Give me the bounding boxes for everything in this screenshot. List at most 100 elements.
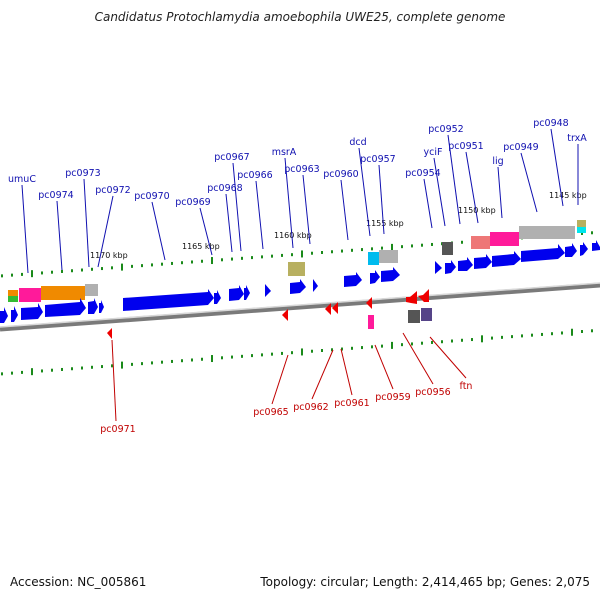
cog-box bbox=[288, 262, 305, 276]
gene-arrow-forward bbox=[45, 298, 86, 317]
scale-label-1160: 1160 kbp bbox=[274, 231, 312, 240]
gene-arrow-forward bbox=[229, 285, 244, 301]
gene-arrow-forward bbox=[290, 279, 306, 294]
gene-label-pc0952: pc0952 bbox=[428, 124, 463, 135]
gene-label-pc0965: pc0965 bbox=[253, 407, 288, 418]
gene-arrow-forward bbox=[521, 244, 565, 262]
genome-backbone bbox=[0, 282, 600, 332]
cog-box bbox=[368, 315, 374, 329]
cog-track bbox=[8, 220, 586, 329]
gene-label-pc0973: pc0973 bbox=[65, 168, 100, 179]
leader-line bbox=[284, 157, 294, 249]
cog-box bbox=[85, 284, 98, 296]
leader-line bbox=[402, 332, 434, 385]
gene-arrow-forward bbox=[435, 261, 442, 274]
gene-label-pc0969: pc0969 bbox=[175, 197, 210, 208]
cog-box bbox=[368, 252, 379, 265]
leader-line bbox=[225, 193, 233, 253]
gene-arrow-reverse bbox=[366, 297, 372, 309]
gene-label-trxA: trxA bbox=[567, 133, 587, 144]
gene-label-pc0951: pc0951 bbox=[448, 141, 483, 152]
gene-label-pc0961: pc0961 bbox=[334, 398, 369, 409]
cog-box bbox=[442, 242, 453, 255]
gene-arrow-forward bbox=[0, 307, 8, 323]
gene-arrow-forward bbox=[344, 272, 362, 287]
scale-label-1150: 1150 kbp bbox=[458, 206, 496, 215]
gene-label-pc0970: pc0970 bbox=[134, 191, 169, 202]
gene-label-pc0960: pc0960 bbox=[323, 169, 358, 180]
gene-label-pc0974: pc0974 bbox=[38, 190, 73, 201]
leader-line bbox=[21, 184, 29, 274]
reverse-gene-labels: pc0971 pc0965 pc0962 pc0961 pc0959 pc0956 ftn bbox=[100, 332, 473, 435]
gene-label-pc0954: pc0954 bbox=[405, 168, 440, 179]
genome-summary-text: Topology: circular; Length: 2,414,465 bp… bbox=[260, 575, 590, 589]
leader-line bbox=[97, 195, 114, 268]
gene-label-pc0971: pc0971 bbox=[100, 424, 135, 435]
leader-line bbox=[151, 201, 166, 261]
gene-label-pc0956: pc0956 bbox=[415, 387, 450, 398]
leader-line bbox=[255, 180, 264, 250]
gene-arrow-reverse bbox=[406, 291, 417, 304]
gene-arrow-forward bbox=[265, 284, 271, 297]
cog-box bbox=[41, 286, 85, 300]
gene-arrow-forward bbox=[21, 303, 43, 320]
leader-line bbox=[271, 354, 289, 405]
gene-arrow-forward bbox=[445, 260, 456, 274]
leader-line bbox=[340, 348, 353, 396]
cog-box bbox=[408, 310, 420, 323]
gene-arrow-reverse bbox=[282, 309, 288, 321]
scale-label-1170: 1170 kbp bbox=[90, 251, 128, 260]
cog-box bbox=[519, 226, 575, 239]
gene-label-pc0949: pc0949 bbox=[503, 142, 538, 153]
gene-arrow-forward bbox=[244, 285, 250, 300]
gene-arrow-forward bbox=[11, 306, 18, 322]
leader-line bbox=[447, 134, 461, 225]
gene-arrow-forward bbox=[492, 251, 521, 267]
leader-line bbox=[311, 349, 334, 400]
leader-line bbox=[232, 162, 242, 252]
leader-line bbox=[340, 179, 349, 241]
accession-text: Accession: NC_005861 bbox=[10, 575, 147, 589]
gene-arrow-forward bbox=[381, 267, 400, 282]
gene-arrow-forward bbox=[565, 243, 577, 257]
gene-arrow-reverse bbox=[107, 328, 112, 339]
gene-arrow-forward bbox=[592, 240, 600, 251]
leader-line bbox=[378, 164, 385, 235]
gene-arrow-forward bbox=[580, 242, 588, 256]
map-title: Candidatus Protochlamydia amoebophila UW… bbox=[94, 10, 506, 24]
leader-line bbox=[550, 128, 564, 207]
gene-arrow-forward bbox=[123, 289, 214, 311]
cog-box bbox=[490, 232, 519, 246]
gene-label-lig: lig bbox=[492, 156, 503, 167]
scale-label-1145: 1145 kbp bbox=[549, 191, 587, 200]
cog-box bbox=[8, 296, 18, 302]
genome-backbone-highlight bbox=[0, 282, 600, 328]
gene-label-ftn: ftn bbox=[460, 381, 473, 392]
leader-line bbox=[423, 178, 433, 229]
gene-arrow-forward bbox=[474, 254, 492, 269]
gene-label-pc0957: pc0957 bbox=[360, 154, 395, 165]
gene-label-msrA: msrA bbox=[272, 147, 297, 158]
leader-line bbox=[56, 200, 63, 271]
leader-line bbox=[83, 178, 90, 268]
leader-line bbox=[429, 336, 467, 379]
cog-box bbox=[421, 308, 432, 321]
gene-label-pc0948: pc0948 bbox=[533, 118, 568, 129]
gene-arrow-forward bbox=[370, 270, 380, 284]
gene-arrow-forward bbox=[99, 300, 104, 313]
gene-label-pc0959: pc0959 bbox=[375, 392, 410, 403]
leader-line bbox=[111, 339, 117, 422]
reverse-gene-track bbox=[107, 289, 429, 339]
scale-label-1155: 1155 kbp bbox=[366, 219, 404, 228]
leader-line bbox=[497, 166, 503, 219]
gene-label-pc0972: pc0972 bbox=[95, 185, 130, 196]
gene-arrow-forward bbox=[313, 279, 318, 292]
gene-label-pc0963: pc0963 bbox=[284, 164, 319, 175]
gene-arrow-reverse bbox=[332, 302, 338, 314]
leader-line bbox=[199, 207, 213, 256]
scale-label-1165: 1165 kbp bbox=[182, 242, 220, 251]
gene-label-umuC: umuC bbox=[8, 174, 36, 185]
cog-box bbox=[19, 288, 41, 302]
leader-line bbox=[465, 151, 479, 224]
